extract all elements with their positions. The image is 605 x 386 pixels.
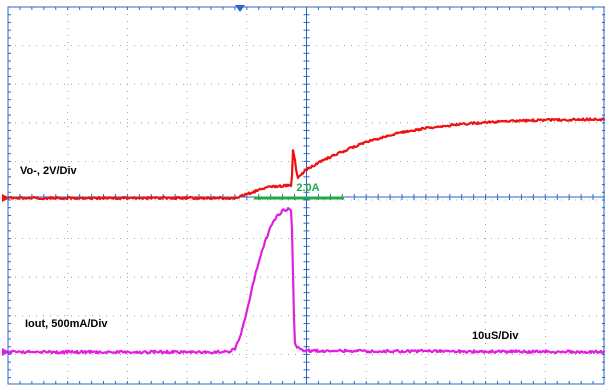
channel-2-ground-marker <box>2 348 10 356</box>
channel-1-voltage-trace <box>7 117 605 201</box>
timebase-label: 10uS/Div <box>472 330 519 342</box>
graticule-grid <box>8 7 605 384</box>
channel-2-scale-label: Iout, 500mA/Div <box>25 318 108 330</box>
peak-current-label: 2.0A <box>296 182 319 194</box>
plot-frame <box>7 6 605 385</box>
channel-1-ground-marker <box>2 194 10 202</box>
channel-ground-markers <box>2 194 10 356</box>
channel-1-scale-label: Vo-, 2V/Div <box>20 165 77 177</box>
channel-2-current-trace <box>7 207 605 355</box>
trigger-position-marker <box>235 5 245 12</box>
